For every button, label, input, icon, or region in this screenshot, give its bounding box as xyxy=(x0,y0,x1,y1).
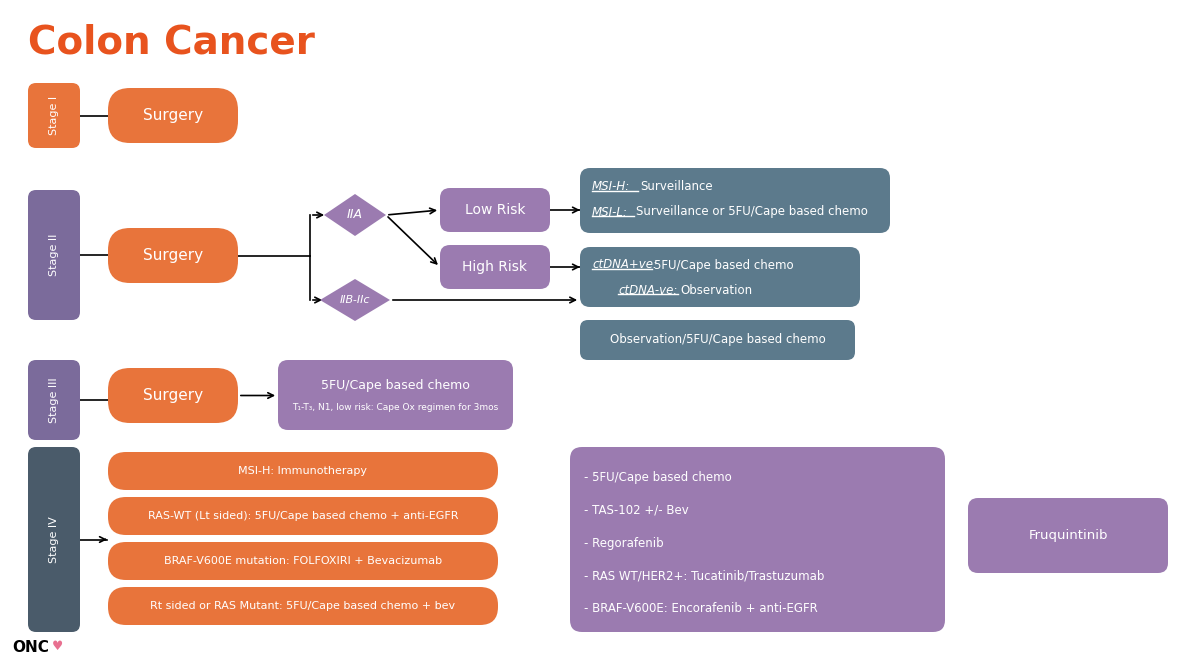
FancyBboxPatch shape xyxy=(968,498,1168,573)
FancyBboxPatch shape xyxy=(28,83,80,148)
Text: Fruquintinib: Fruquintinib xyxy=(1028,529,1108,542)
Text: 5FU/Cape based chemo: 5FU/Cape based chemo xyxy=(654,258,793,272)
Text: ♥: ♥ xyxy=(52,641,64,654)
FancyBboxPatch shape xyxy=(570,447,946,632)
Text: MSI-H:: MSI-H: xyxy=(592,181,630,194)
Text: 5FU/Cape based chemo: 5FU/Cape based chemo xyxy=(322,380,470,393)
Text: Stage III: Stage III xyxy=(49,377,59,423)
FancyBboxPatch shape xyxy=(28,190,80,320)
Text: Low Risk: Low Risk xyxy=(464,203,526,217)
Text: ctDNA+ve:: ctDNA+ve: xyxy=(592,258,658,272)
Text: - TAS-102 +/- Bev: - TAS-102 +/- Bev xyxy=(584,503,689,517)
FancyBboxPatch shape xyxy=(108,452,498,490)
FancyBboxPatch shape xyxy=(580,168,890,233)
Text: RAS-WT (Lt sided): 5FU/Cape based chemo + anti-EGFR: RAS-WT (Lt sided): 5FU/Cape based chemo … xyxy=(148,511,458,521)
Text: T₁-T₃, N1, low risk: Cape Ox regimen for 3mos: T₁-T₃, N1, low risk: Cape Ox regimen for… xyxy=(293,403,499,413)
Text: Surgery: Surgery xyxy=(143,108,203,123)
FancyBboxPatch shape xyxy=(28,360,80,440)
FancyBboxPatch shape xyxy=(580,320,854,360)
Text: Stage II: Stage II xyxy=(49,234,59,276)
FancyBboxPatch shape xyxy=(440,188,550,232)
FancyBboxPatch shape xyxy=(440,245,550,289)
FancyBboxPatch shape xyxy=(108,497,498,535)
Text: MSI-H: Immunotherapy: MSI-H: Immunotherapy xyxy=(239,466,367,476)
Text: Observation: Observation xyxy=(680,283,752,297)
FancyBboxPatch shape xyxy=(108,88,238,143)
FancyBboxPatch shape xyxy=(278,360,514,430)
Text: - Regorafenib: - Regorafenib xyxy=(584,536,664,550)
Text: ctDNA-ve:: ctDNA-ve: xyxy=(618,283,677,297)
FancyBboxPatch shape xyxy=(108,228,238,283)
Text: BRAF-V600E mutation: FOLFOXIRI + Bevacizumab: BRAF-V600E mutation: FOLFOXIRI + Bevaciz… xyxy=(164,556,442,566)
Text: ONC: ONC xyxy=(12,639,49,654)
FancyBboxPatch shape xyxy=(108,587,498,625)
Text: Surgery: Surgery xyxy=(143,248,203,263)
Text: Colon Cancer: Colon Cancer xyxy=(28,23,314,61)
Text: Observation/5FU/Cape based chemo: Observation/5FU/Cape based chemo xyxy=(610,333,826,347)
Text: - BRAF-V600E: Encorafenib + anti-EGFR: - BRAF-V600E: Encorafenib + anti-EGFR xyxy=(584,602,817,616)
Text: Stage IV: Stage IV xyxy=(49,516,59,563)
Text: Surveillance: Surveillance xyxy=(640,181,713,194)
Polygon shape xyxy=(320,279,390,321)
Text: IIA: IIA xyxy=(347,208,364,221)
Text: High Risk: High Risk xyxy=(462,260,528,274)
Text: Surgery: Surgery xyxy=(143,388,203,403)
Text: Stage I: Stage I xyxy=(49,96,59,135)
Text: MSI-L:: MSI-L: xyxy=(592,206,628,219)
FancyBboxPatch shape xyxy=(580,247,860,307)
Text: Surveillance or 5FU/Cape based chemo: Surveillance or 5FU/Cape based chemo xyxy=(636,206,868,219)
FancyBboxPatch shape xyxy=(108,368,238,423)
Text: - 5FU/Cape based chemo: - 5FU/Cape based chemo xyxy=(584,471,732,484)
Text: IIB-IIc: IIB-IIc xyxy=(340,295,371,305)
Text: Rt sided or RAS Mutant: 5FU/Cape based chemo + bev: Rt sided or RAS Mutant: 5FU/Cape based c… xyxy=(150,601,456,611)
Text: - RAS WT/HER2+: Tucatinib/Trastuzumab: - RAS WT/HER2+: Tucatinib/Trastuzumab xyxy=(584,569,824,583)
Polygon shape xyxy=(324,194,386,236)
FancyBboxPatch shape xyxy=(108,542,498,580)
FancyBboxPatch shape xyxy=(28,447,80,632)
